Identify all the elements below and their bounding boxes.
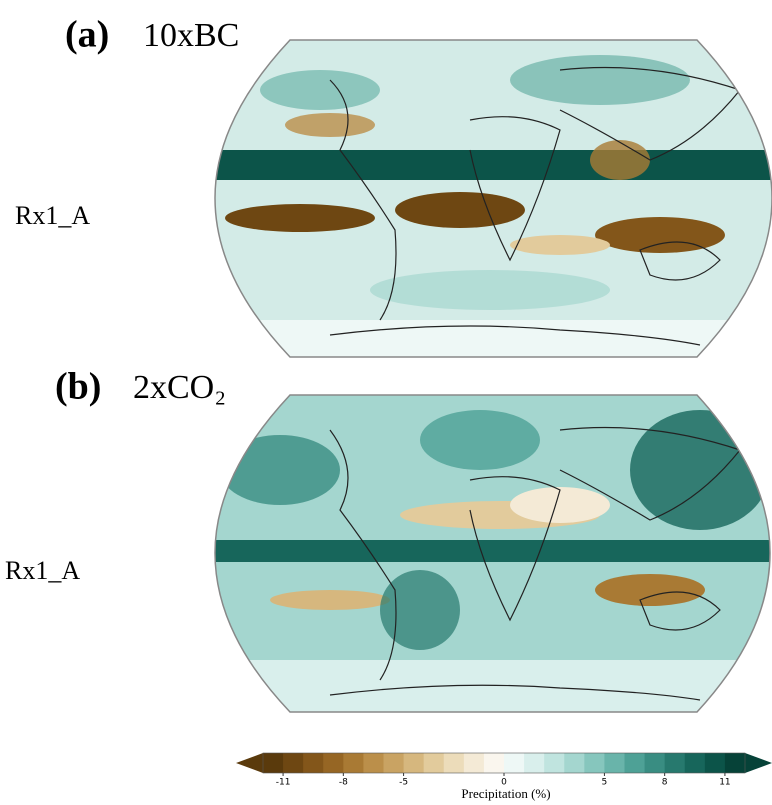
colorbar-bin xyxy=(604,753,625,773)
colorbar-bin xyxy=(705,753,726,773)
colorbar-bin xyxy=(464,753,485,773)
colorbar-bin xyxy=(645,753,666,773)
colorbar-extend xyxy=(236,753,263,773)
colorbar-extend xyxy=(745,753,772,773)
colorbar-bin xyxy=(343,753,364,773)
colorbar-bin xyxy=(725,753,746,773)
colorbar-bin xyxy=(444,753,465,773)
colorbar-bin xyxy=(323,753,344,773)
map-a xyxy=(215,40,772,357)
colorbar-bin xyxy=(384,753,405,773)
colorbar-bin xyxy=(283,753,304,773)
colorbar-bin xyxy=(263,753,284,773)
panel-letter: (a) xyxy=(65,14,109,56)
colorbar-bin xyxy=(665,753,686,773)
colorbar-bin xyxy=(564,753,585,773)
colorbar-bin xyxy=(584,753,605,773)
figure: (a) 10xBC Rx1_A (b) 2xCO₂ Rx1_A xyxy=(0,0,772,805)
colorbar-bin xyxy=(625,753,646,773)
colorbar-bin xyxy=(424,753,445,773)
colorbar-bin xyxy=(363,753,384,773)
panel-title: 2xCO₂ xyxy=(133,369,226,406)
colorbar-bin xyxy=(484,753,505,773)
row-label: Rx1_A xyxy=(5,556,80,585)
panel-letter: (b) xyxy=(55,366,101,408)
colorbar-tick-label: 5 xyxy=(602,778,608,788)
map-b xyxy=(215,395,770,712)
colorbar-tick-label: -11 xyxy=(276,778,291,788)
colorbar-bin xyxy=(303,753,324,773)
colorbar-bin xyxy=(685,753,706,773)
figure-canvas: (a) 10xBC Rx1_A (b) 2xCO₂ Rx1_A xyxy=(0,0,772,805)
row-label: Rx1_A xyxy=(15,201,90,230)
colorbar-tick-label: 11 xyxy=(719,778,730,788)
panel-title: 10xBC xyxy=(143,17,239,54)
colorbar-bin xyxy=(504,753,525,773)
colorbar-tick-label: -8 xyxy=(339,778,348,788)
colorbar-tick-label: 8 xyxy=(662,778,668,788)
colorbar-label: Precipitation (%) xyxy=(461,786,550,801)
colorbar-bin xyxy=(524,753,545,773)
colorbar-bin xyxy=(404,753,425,773)
colorbar-bin xyxy=(544,753,565,773)
colorbar-tick-label: -5 xyxy=(399,778,408,788)
